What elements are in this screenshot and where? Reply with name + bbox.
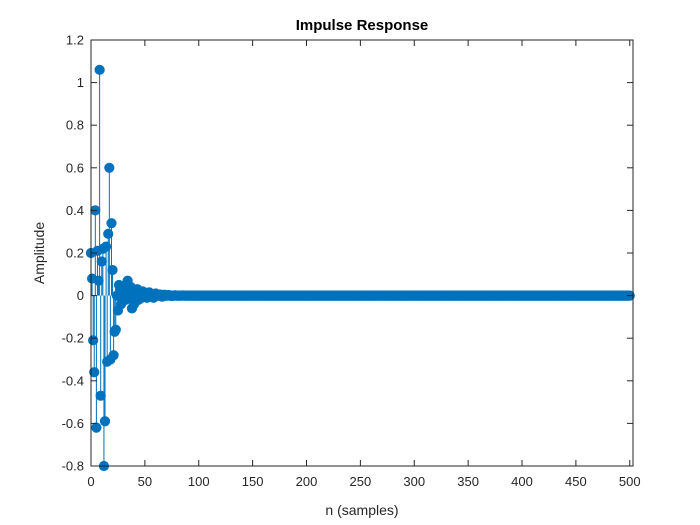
stem-marker — [108, 350, 119, 361]
x-axis-label: n (samples) — [325, 502, 398, 518]
x-tick-label: 200 — [296, 474, 318, 489]
y-tick-label: 0.6 — [66, 160, 84, 175]
x-tick-label: 400 — [511, 474, 533, 489]
y-tick-label: 0.4 — [66, 203, 84, 218]
y-tick-label: 0 — [77, 288, 84, 303]
x-tick-label: 100 — [188, 474, 210, 489]
y-tick-label: -0.4 — [62, 373, 84, 388]
x-tick-label: 500 — [619, 474, 641, 489]
y-tick-label: 0.8 — [66, 118, 84, 133]
stem-marker — [107, 264, 118, 276]
x-tick-label: 150 — [242, 474, 264, 489]
stem-marker — [106, 218, 117, 229]
stem-marker — [104, 162, 115, 173]
stem-marker — [96, 256, 107, 267]
stem-marker — [94, 64, 105, 75]
chart-title: Impulse Response — [296, 17, 429, 34]
y-tick-label: 1 — [77, 75, 84, 90]
x-tick-label: 350 — [457, 474, 479, 489]
y-tick-label: 1.2 — [66, 33, 84, 48]
x-tick-label: 50 — [138, 474, 152, 489]
x-tick-label: 250 — [350, 474, 372, 489]
y-tick-label: 0.2 — [66, 246, 84, 261]
x-tick-label: 450 — [565, 474, 587, 489]
y-tick-label: -0.8 — [62, 459, 84, 474]
x-tick-label: 300 — [403, 474, 425, 489]
stem-marker — [99, 416, 111, 427]
stem-marker — [103, 228, 114, 239]
x-tick-label: 0 — [87, 474, 94, 489]
stem-marker — [91, 422, 102, 433]
stem-marker — [110, 324, 121, 335]
y-axis-label: Amplitude — [31, 222, 47, 284]
y-tick-label: -0.6 — [62, 416, 84, 431]
y-tick-label: -0.2 — [62, 331, 84, 346]
